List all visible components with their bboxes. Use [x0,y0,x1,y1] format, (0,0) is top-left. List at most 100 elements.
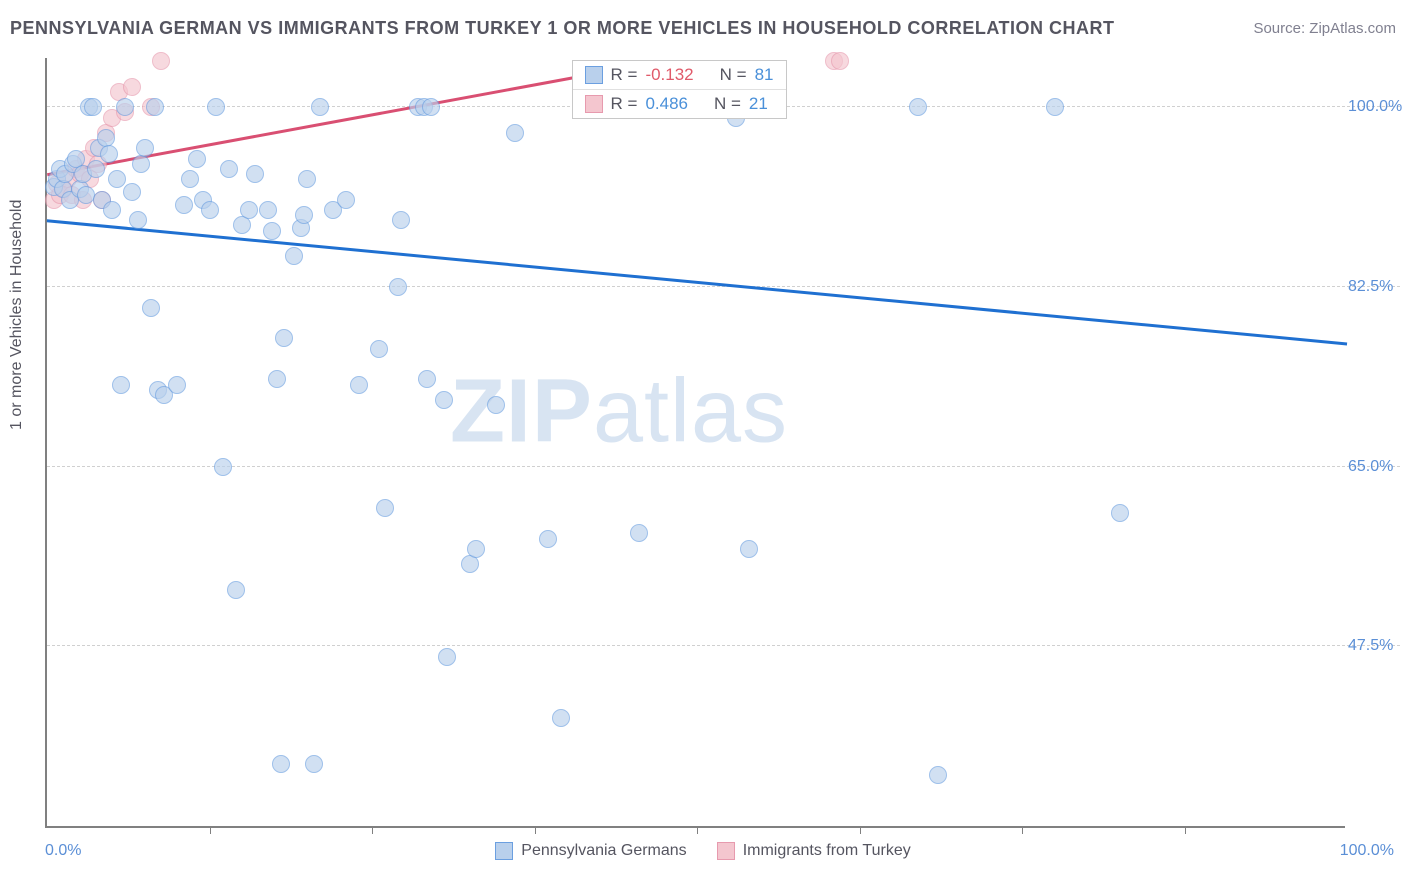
watermark-bold: ZIP [450,362,593,462]
data-point-blue [418,370,436,388]
data-point-blue [87,160,105,178]
data-point-blue [389,278,407,296]
data-point-blue [259,201,277,219]
y-tick-label: 47.5% [1348,637,1403,655]
x-tick [535,826,536,834]
data-point-blue [438,648,456,666]
data-point-blue [233,216,251,234]
stats-row-blue: R = -0.132 N = 81 [573,61,786,89]
stats-legend-box: R = -0.132 N = 81 R = 0.486 N = 21 [572,60,787,119]
n-label: N = [714,94,741,114]
data-point-blue [246,165,264,183]
data-point-blue [630,524,648,542]
data-point-blue [84,98,102,116]
r-label: R = [611,65,638,85]
data-point-blue [422,98,440,116]
data-point-blue [168,376,186,394]
data-point-blue [740,540,758,558]
y-tick-label: 65.0% [1348,458,1403,476]
data-point-blue [116,98,134,116]
data-point-blue [506,124,524,142]
data-point-blue [132,155,150,173]
chart-title: PENNSYLVANIA GERMAN VS IMMIGRANTS FROM T… [10,18,1115,39]
data-point-blue [181,170,199,188]
swatch-blue-icon [495,842,513,860]
data-point-blue [1046,98,1064,116]
n-value-pink: 21 [749,94,768,114]
title-bar: PENNSYLVANIA GERMAN VS IMMIGRANTS FROM T… [10,18,1396,39]
data-point-blue [268,370,286,388]
y-axis-label: 1 or more Vehicles in Household [8,200,26,430]
data-point-blue [103,201,121,219]
legend-item-blue: Pennsylvania Germans [495,842,686,860]
stats-row-pink: R = 0.486 N = 21 [573,89,786,118]
data-point-blue [337,191,355,209]
data-point-pink [831,52,849,70]
data-point-blue [142,299,160,317]
watermark-light: atlas [593,362,788,462]
data-point-blue [112,376,130,394]
data-point-blue [240,201,258,219]
data-point-blue [272,755,290,773]
data-point-blue [298,170,316,188]
y-tick-label: 100.0% [1348,98,1403,116]
x-tick [372,826,373,834]
data-point-blue [207,98,225,116]
data-point-blue [214,458,232,476]
trendline-blue [47,219,1347,345]
n-value-blue: 81 [755,65,774,85]
legend-label-pink: Immigrants from Turkey [743,842,911,860]
data-point-blue [201,201,219,219]
data-point-blue [136,139,154,157]
x-tick [860,826,861,834]
gridline [47,645,1400,646]
swatch-pink-icon [585,95,603,113]
data-point-blue [275,329,293,347]
legend-item-pink: Immigrants from Turkey [717,842,911,860]
data-point-blue [487,396,505,414]
gridline [47,466,1400,467]
data-point-pink [123,78,141,96]
n-label: N = [720,65,747,85]
data-point-blue [909,98,927,116]
data-point-blue [175,196,193,214]
data-point-blue [285,247,303,265]
data-point-blue [263,222,281,240]
data-point-blue [295,206,313,224]
gridline [47,286,1400,287]
data-point-blue [123,183,141,201]
x-tick [210,826,211,834]
data-point-blue [552,709,570,727]
r-value-pink: 0.486 [645,94,688,114]
data-point-blue [227,581,245,599]
data-point-blue [370,340,388,358]
data-point-blue [188,150,206,168]
data-point-blue [461,555,479,573]
x-tick [1022,826,1023,834]
data-point-pink [152,52,170,70]
data-point-blue [929,766,947,784]
data-point-blue [100,145,118,163]
x-tick [1185,826,1186,834]
data-point-blue [146,98,164,116]
y-tick-label: 82.5% [1348,278,1403,296]
data-point-blue [539,530,557,548]
data-point-blue [311,98,329,116]
chart-container: PENNSYLVANIA GERMAN VS IMMIGRANTS FROM T… [0,0,1406,892]
data-point-blue [467,540,485,558]
data-point-blue [305,755,323,773]
data-point-blue [350,376,368,394]
legend-label-blue: Pennsylvania Germans [521,842,686,860]
data-point-blue [392,211,410,229]
data-point-blue [220,160,238,178]
data-point-blue [1111,504,1129,522]
data-point-blue [129,211,147,229]
r-value-blue: -0.132 [645,65,693,85]
plot-area: ZIPatlas 100.0%82.5%65.0%47.5% [45,58,1345,828]
r-label: R = [611,94,638,114]
data-point-blue [435,391,453,409]
source-label: Source: ZipAtlas.com [1253,20,1396,37]
swatch-pink-icon [717,842,735,860]
data-point-blue [376,499,394,517]
x-tick [697,826,698,834]
